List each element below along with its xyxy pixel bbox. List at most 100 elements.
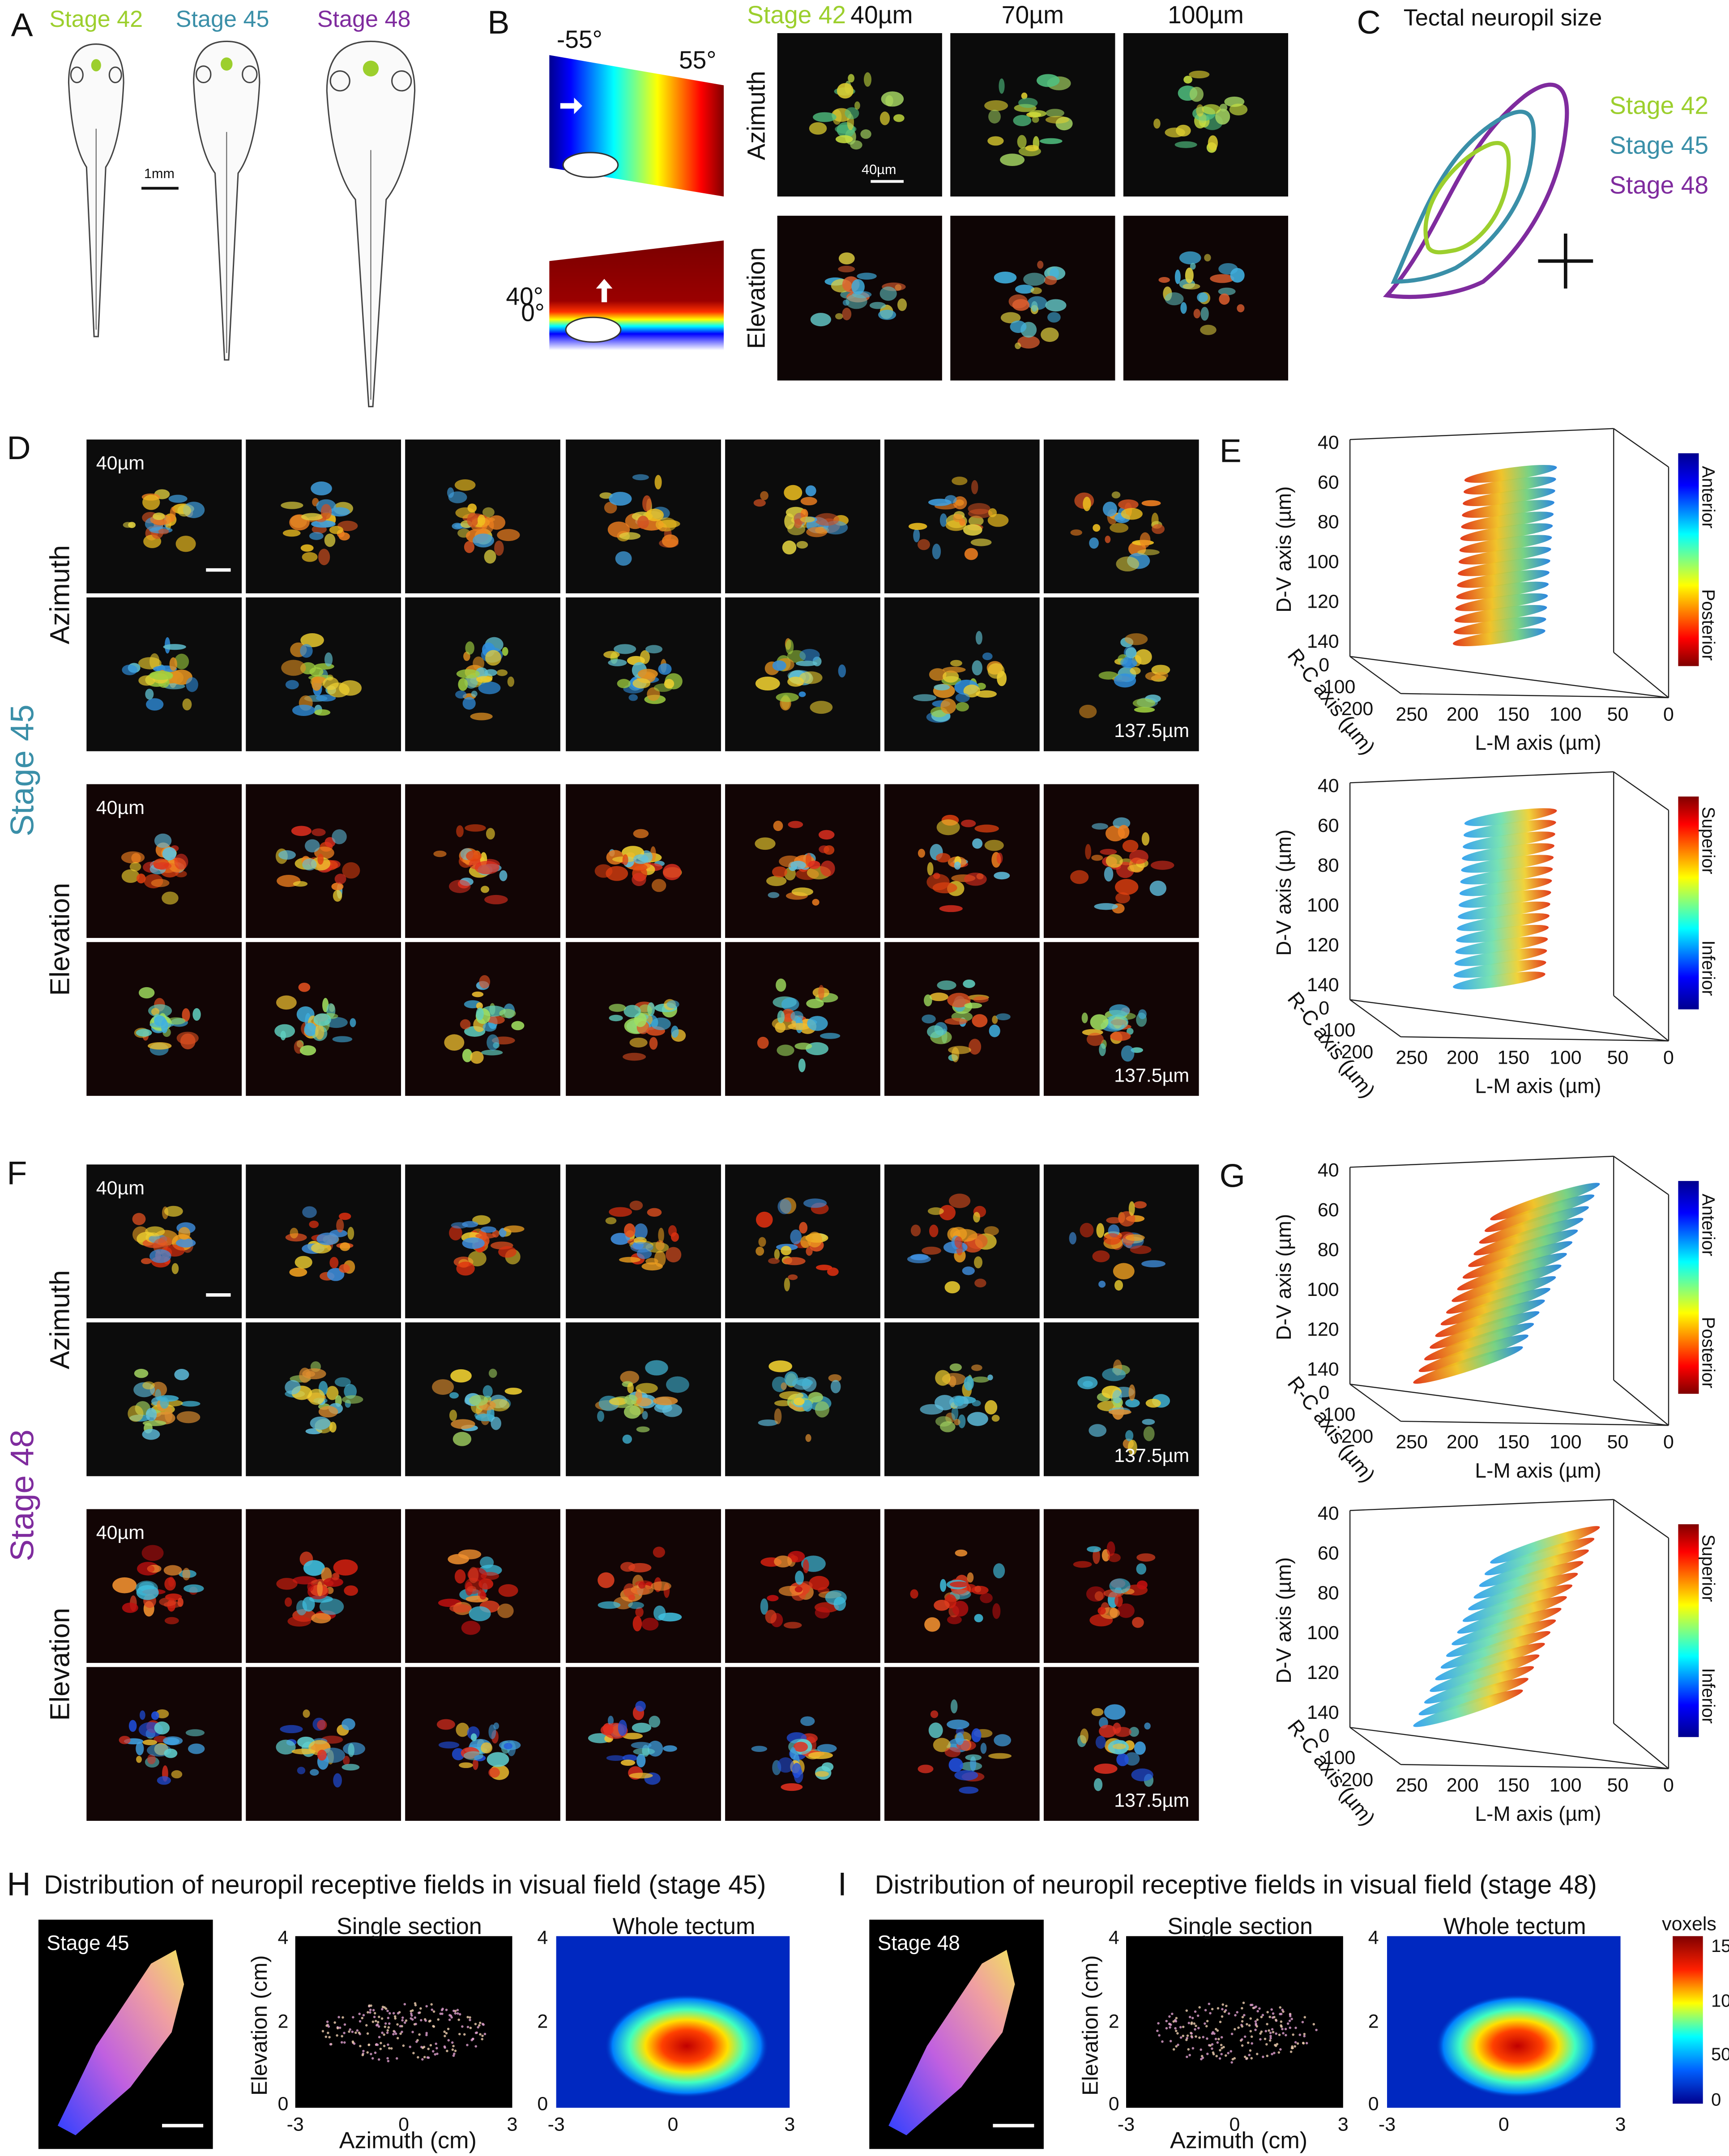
- cell-signal: [1017, 135, 1027, 149]
- cell-signal: [845, 107, 859, 119]
- cell-signal: [486, 828, 495, 840]
- cell-signal: [987, 1374, 993, 1381]
- z-tick-label: 140: [1307, 631, 1339, 652]
- receptive-field-point: [358, 2012, 361, 2015]
- receptive-field-point: [338, 2026, 342, 2029]
- cell-signal: [642, 1411, 648, 1420]
- cell-signal: [808, 861, 820, 869]
- cell-signal: [947, 1719, 969, 1730]
- tectal-slice: [1455, 936, 1548, 954]
- cell-signal: [480, 1556, 494, 1569]
- cell-signal: [158, 528, 169, 535]
- cell-signal: [755, 837, 776, 850]
- cell-signal: [980, 1743, 987, 1754]
- cell-signal: [773, 820, 783, 831]
- cell-signal: [1104, 866, 1114, 882]
- cell-signal: [799, 1222, 808, 1234]
- cell-signal: [1121, 508, 1143, 520]
- cell-signal: [1045, 116, 1069, 124]
- cell-signal: [1069, 1232, 1076, 1244]
- x-tick-label: 3: [1338, 2113, 1349, 2135]
- cell-signal: [448, 1554, 469, 1564]
- receptive-field-point: [387, 2043, 389, 2046]
- receptive-field-point: [393, 2015, 397, 2018]
- panel-label: H: [7, 1866, 30, 1903]
- cell-signal: [758, 1419, 778, 1426]
- cell-signal: [456, 669, 480, 679]
- receptive-field-point: [1264, 2037, 1267, 2041]
- cell-signal: [462, 1048, 473, 1062]
- cell-signal: [927, 1207, 944, 1215]
- cell-signal: [461, 1621, 481, 1635]
- cell-signal: [1025, 145, 1039, 152]
- receptive-field-point: [1185, 2038, 1188, 2041]
- cell-signal: [818, 830, 835, 840]
- cell-signal: [455, 690, 467, 699]
- depth-label: 137.5µm: [1114, 1065, 1189, 1086]
- cell-signal: [939, 905, 963, 912]
- cell-signal: [142, 1381, 155, 1389]
- cell-signal: [820, 861, 835, 877]
- x-tick-label: 100: [1550, 1432, 1582, 1453]
- receptive-field-point: [410, 2014, 413, 2017]
- box-edge: [1613, 1155, 1669, 1195]
- tectal-slice: [1490, 1526, 1600, 1564]
- cell-signal: [956, 1732, 964, 1745]
- cell-signal: [1132, 698, 1156, 708]
- cell-signal: [136, 1755, 142, 1763]
- cell-signal: [466, 850, 482, 862]
- cell-signal: [622, 1434, 632, 1444]
- cell-signal: [344, 1384, 357, 1399]
- cell-signal: [1183, 283, 1200, 290]
- cell-signal: [1125, 647, 1137, 658]
- cell-signal: [163, 644, 186, 650]
- cell-signal: [1141, 832, 1150, 846]
- receptive-field-point: [343, 2023, 346, 2026]
- cell-signal: [973, 996, 989, 1003]
- x-tick-label: 0: [398, 2113, 409, 2135]
- cell-signal: [758, 1237, 766, 1247]
- cell-signal: [171, 1770, 183, 1779]
- receptive-field-point: [447, 2028, 450, 2030]
- cell-signal: [153, 512, 165, 520]
- cell-signal: [636, 1754, 646, 1768]
- cell-signal: [954, 1419, 961, 1426]
- tectal-slice: [1424, 1666, 1534, 1704]
- cell-signal: [751, 1746, 768, 1752]
- cell-signal: [907, 1255, 931, 1263]
- x-axis-label: L-M axis (µm): [1475, 731, 1601, 754]
- receptive-field-point: [451, 2048, 454, 2051]
- receptive-field-point: [1219, 2020, 1222, 2024]
- cell-signal: [924, 994, 932, 1006]
- receptive-field-point: [343, 2041, 346, 2044]
- tectal-slice: [1458, 546, 1551, 565]
- z-tick-label: 100: [1307, 1279, 1339, 1300]
- cell-signal: [316, 1232, 339, 1245]
- cell-signal: [814, 513, 839, 526]
- cell-signal: [788, 1274, 798, 1280]
- cell-signal: [781, 1382, 787, 1390]
- cell-signal: [948, 1758, 963, 1773]
- receptive-field-point: [405, 2019, 408, 2022]
- x-tick-label: 200: [1447, 1432, 1479, 1453]
- cell-signal: [302, 1597, 315, 1612]
- cell-signal: [788, 1023, 811, 1030]
- cell-signal: [879, 111, 890, 125]
- cell-signal: [476, 676, 493, 683]
- receptive-field-point: [481, 2038, 484, 2041]
- receptive-field-point: [402, 2044, 405, 2047]
- depth-label: 100µm: [1168, 1, 1244, 29]
- cell-signal: [1106, 854, 1123, 868]
- receptive-field-point: [417, 2056, 419, 2059]
- cell-signal: [791, 887, 813, 896]
- receptive-field-point: [1206, 2052, 1209, 2055]
- cell-signal: [1047, 312, 1061, 323]
- cell-signal: [636, 1426, 650, 1432]
- stage-label: Stage 45: [4, 704, 41, 836]
- cell-signal: [815, 1265, 832, 1270]
- cell-signal: [326, 1386, 339, 1400]
- receptive-field-point: [342, 2016, 344, 2019]
- receptive-field-point: [1241, 2007, 1243, 2010]
- cell-signal: [649, 1037, 658, 1050]
- receptive-field-point: [359, 2045, 362, 2048]
